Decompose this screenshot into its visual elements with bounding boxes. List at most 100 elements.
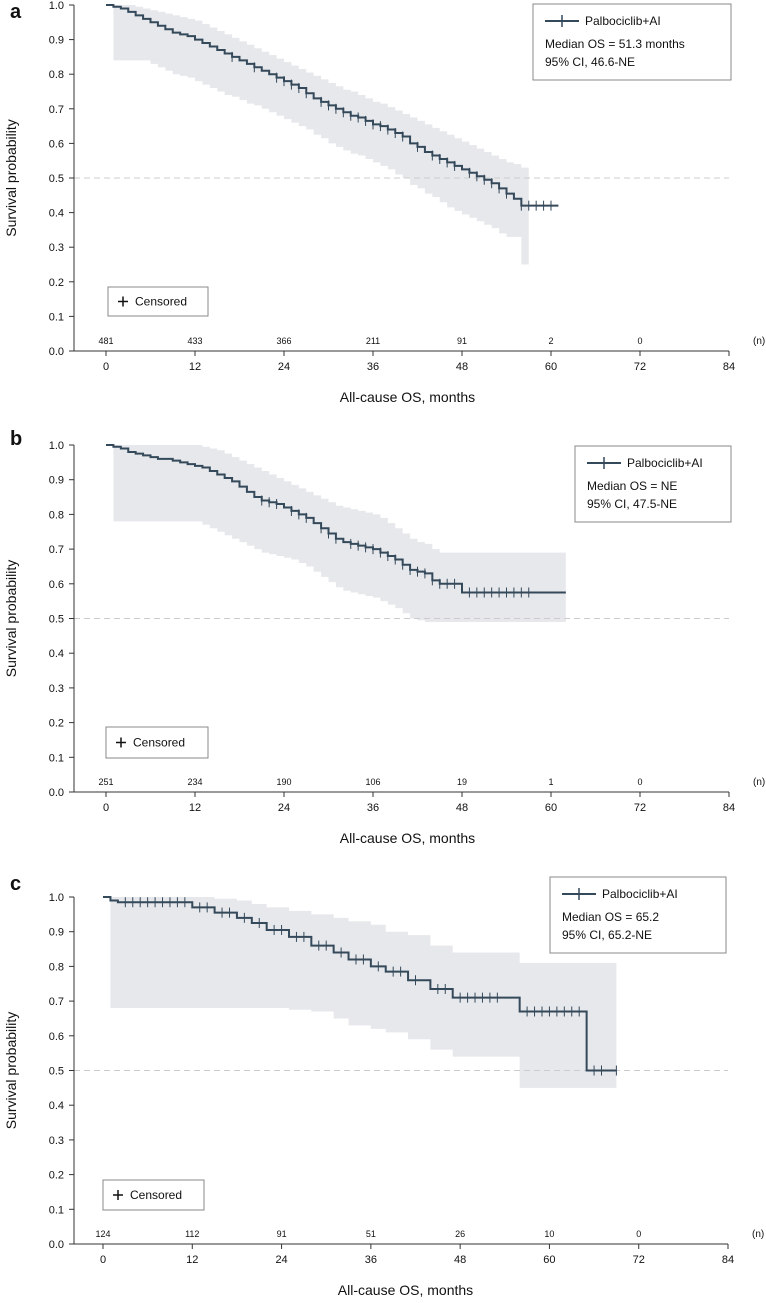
- at-risk-count: 10: [544, 1229, 554, 1239]
- y-tick-label: 0.3: [49, 683, 64, 695]
- at-risk-count: 112: [185, 1229, 199, 1239]
- at-risk-count: 19: [457, 777, 467, 787]
- at-risk-count: 0: [637, 336, 642, 346]
- x-tick-label: 24: [278, 802, 290, 814]
- at-risk-count: 481: [98, 336, 113, 346]
- y-tick-label: 0.0: [49, 1239, 64, 1251]
- y-tick-label: 0.1: [49, 752, 64, 764]
- x-tick-label: 12: [189, 361, 201, 373]
- at-risk-count: 1: [548, 777, 553, 787]
- x-tick-label: 60: [545, 802, 557, 814]
- y-axis-title: Survival probability: [3, 560, 19, 678]
- at-risk-count: 0: [636, 1229, 641, 1239]
- y-tick-label: 0.6: [49, 579, 64, 591]
- x-tick-label: 84: [723, 802, 735, 814]
- ci-band: [113, 5, 529, 265]
- y-tick-label: 0.9: [49, 927, 64, 939]
- x-tick-label: 60: [543, 1254, 555, 1266]
- x-tick-label: 84: [722, 1254, 734, 1266]
- y-tick-label: 0.2: [49, 1170, 64, 1182]
- legend-ci: 95% CI, 46.6-NE: [545, 55, 635, 69]
- x-axis-title: All-cause OS, months: [338, 1282, 473, 1298]
- y-tick-label: 0.2: [49, 718, 64, 730]
- x-tick-label: 72: [634, 802, 646, 814]
- censored-label: Censored: [130, 1188, 182, 1202]
- at-risk-count: 91: [457, 336, 467, 346]
- ci-band: [110, 897, 617, 1088]
- at-risk-count: 0: [637, 777, 642, 787]
- x-tick-label: 72: [633, 1254, 645, 1266]
- y-tick-label: 0.1: [49, 311, 64, 323]
- legend-ci: 95% CI, 47.5-NE: [587, 497, 677, 511]
- y-axis-title: Survival probability: [3, 119, 19, 237]
- legend-box: [574, 445, 732, 523]
- at-risk-count: 433: [187, 336, 202, 346]
- y-tick-label: 0.2: [49, 277, 64, 289]
- y-tick-label: 0.6: [49, 138, 64, 150]
- y-tick-label: 0.3: [49, 242, 64, 254]
- at-risk-unit: (n): [753, 777, 765, 788]
- y-tick-label: 0.5: [49, 614, 64, 626]
- at-risk-count: 51: [366, 1229, 376, 1239]
- at-risk-count: 106: [365, 777, 380, 787]
- x-tick-label: 84: [723, 361, 735, 373]
- panel-label: a: [10, 1, 22, 23]
- at-risk-count: 190: [276, 777, 291, 787]
- y-tick-label: 1.0: [49, 892, 64, 904]
- x-tick-label: 48: [456, 802, 468, 814]
- y-tick-label: 0.0: [49, 346, 64, 358]
- y-tick-label: 0.5: [49, 173, 64, 185]
- at-risk-count: 211: [366, 336, 380, 346]
- km-panel-b: b 0.0 0.1 0.2 0.3 0.4 0.5 0.6 0.7 0.8 0.9 1.0 0 12 24 3…: [3, 428, 765, 846]
- legend-median: Median OS = 65.2: [562, 910, 659, 924]
- at-risk-count: 91: [277, 1229, 287, 1239]
- x-axis-title: All-cause OS, months: [340, 389, 475, 405]
- y-tick-label: 0.4: [49, 208, 64, 220]
- y-tick-label: 0.4: [49, 1100, 64, 1112]
- x-tick-label: 36: [367, 802, 379, 814]
- legend-median: Median OS = 51.3 months: [545, 37, 685, 51]
- at-risk-count: 234: [187, 777, 202, 787]
- y-tick-label: 0.7: [49, 996, 64, 1008]
- at-risk-count: 124: [95, 1229, 110, 1239]
- y-tick-label: 0.9: [49, 35, 64, 47]
- y-axis-title: Survival probability: [3, 1012, 19, 1130]
- x-tick-label: 72: [634, 361, 646, 373]
- ci-band: [113, 445, 566, 622]
- km-panel-c: c 0.0 0.1 0.2 0.3 0.4 0.5 0.6 0.7 0.8 0.9 1.0 0 12 24 3…: [3, 873, 764, 1298]
- km-panel-a: a0.00.10.20.30.40.50.60.70.80.91.00 12 24 3…: [3, 0, 765, 405]
- x-tick-label: 0: [100, 1254, 106, 1266]
- censored-label: Censored: [135, 295, 187, 309]
- y-tick-label: 0.7: [49, 544, 64, 556]
- x-tick-label: 12: [189, 802, 201, 814]
- y-tick-label: 1.0: [49, 0, 64, 12]
- legend-series-label: Palbociclib+AI: [585, 14, 661, 28]
- y-tick-label: 0.6: [49, 1031, 64, 1043]
- x-tick-label: 60: [545, 361, 557, 373]
- x-axis-title: All-cause OS, months: [340, 830, 475, 846]
- legend-box: [532, 3, 732, 81]
- y-tick-label: 0.0: [49, 787, 64, 799]
- legend-series-label: Palbociclib+AI: [627, 456, 703, 470]
- y-tick-label: 0.8: [49, 69, 64, 81]
- x-tick-label: 48: [454, 1254, 466, 1266]
- x-tick-label: 0: [103, 361, 109, 373]
- x-tick-label: 0: [103, 802, 109, 814]
- y-tick-label: 0.1: [49, 1204, 64, 1216]
- y-tick-label: 0.3: [49, 1135, 64, 1147]
- censored-label: Censored: [133, 736, 185, 750]
- legend-series-label: Palbociclib+AI: [602, 887, 678, 901]
- at-risk-count: 251: [98, 777, 113, 787]
- y-tick-label: 0.8: [49, 961, 64, 973]
- at-risk-unit: (n): [752, 1229, 764, 1240]
- panel-label: b: [10, 428, 22, 450]
- x-tick-label: 36: [365, 1254, 377, 1266]
- at-risk-unit: (n): [753, 336, 765, 347]
- legend-median: Median OS = NE: [587, 479, 677, 493]
- at-risk-count: 366: [276, 336, 291, 346]
- at-risk-count: 26: [455, 1229, 465, 1239]
- at-risk-count: 2: [548, 336, 553, 346]
- y-tick-label: 0.5: [49, 1066, 64, 1078]
